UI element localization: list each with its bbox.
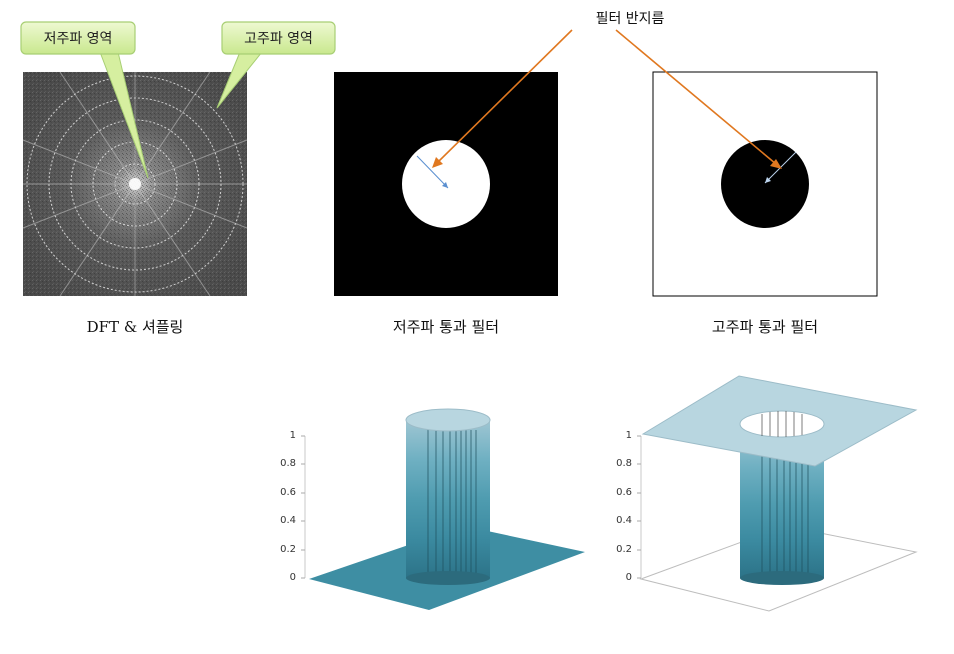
tick-label: 1 (289, 430, 296, 441)
callout-low-freq-label: 저주파 영역 (43, 31, 113, 47)
tick-label: 0.2 (280, 544, 296, 555)
callout-low-freq (20, 21, 149, 179)
highpass-filter-image (652, 71, 878, 297)
tick-label: 0 (625, 572, 632, 583)
filter-radius-arrows (432, 29, 782, 169)
callout-high-freq-label: 고주파 영역 (244, 31, 313, 47)
tick-label: 0.6 (616, 487, 632, 498)
lowpass-radius-arrow (416, 155, 449, 189)
tick-label: 0.2 (616, 544, 632, 555)
lowpass-filter-image (334, 72, 558, 296)
filter-radius-label: 필터 반지름 (595, 11, 665, 27)
caption-lowpass: 저주파 통과 필터 (392, 318, 500, 336)
lowpass-axis-ticks: 0 0.2 0.4 0.6 0.8 1 (270, 0, 296, 654)
highpass-surface-plot (637, 375, 918, 612)
tick-label: 0 (289, 572, 296, 583)
lowpass-surface-plot (301, 408, 585, 610)
tick-label: 0.6 (280, 487, 296, 498)
tick-label: 0.4 (280, 515, 296, 526)
tick-label: 0.8 (280, 458, 296, 469)
highpass-axis-ticks: 0 0.2 0.4 0.6 0.8 1 (606, 0, 632, 654)
tick-label: 0.4 (616, 515, 632, 526)
caption-dft: DFT & 셔플링 (86, 318, 184, 336)
callout-high-freq (216, 21, 336, 109)
dft-spectrum-image (22, 71, 248, 297)
tick-label: 0.8 (616, 458, 632, 469)
tick-label: 1 (625, 430, 632, 441)
caption-highpass: 고주파 통과 필터 (711, 318, 819, 336)
